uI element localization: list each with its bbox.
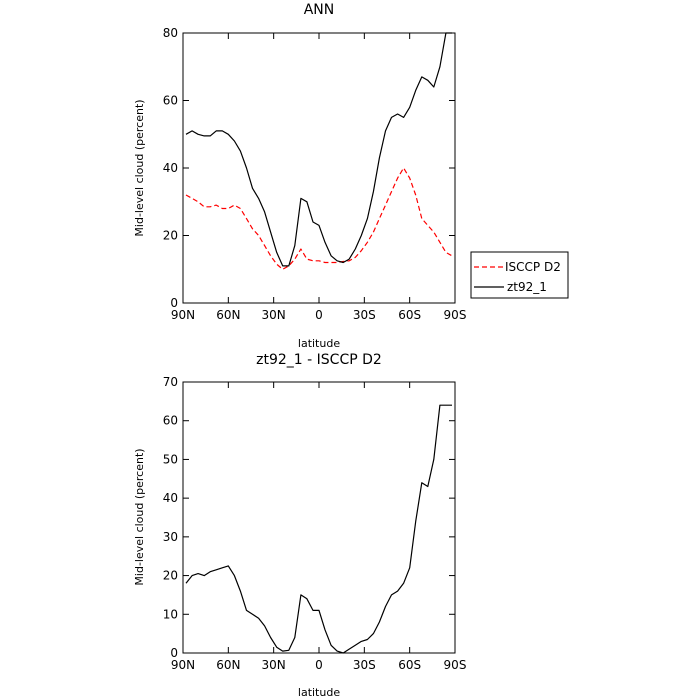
x-tick-label: 90N <box>171 658 195 672</box>
series-line-top-1 <box>185 32 452 267</box>
x-ticks-bottom: 90N 60N 30N 0 30S 60S 90S <box>171 382 467 672</box>
x-tick-label: 90S <box>444 308 467 322</box>
chart-title-bottom: zt92_1 - ISCCP D2 <box>256 352 382 368</box>
panel-top: ANN 0 20 40 60 80 90N 60N 30N 0 30S 60S 90S latitu… <box>133 2 569 350</box>
series-lines-bottom <box>185 404 452 654</box>
x-axis-label-top: latitude <box>298 337 340 350</box>
y-tick-label: 60 <box>163 94 178 108</box>
x-tick-label: 90S <box>444 658 467 672</box>
x-tick-label: 30N <box>262 308 286 322</box>
y-tick-label: 70 <box>163 375 178 389</box>
x-tick-label: 0 <box>315 658 323 672</box>
y-tick-label: 40 <box>163 161 178 175</box>
y-tick-label: 20 <box>163 229 178 243</box>
legend-label-zt92: zt92_1 <box>507 280 547 294</box>
y-tick-label: 20 <box>163 569 178 583</box>
y-ticks-top: 0 20 40 60 80 <box>163 26 455 310</box>
plot-frame-top <box>182 32 456 304</box>
series-lines-top <box>185 32 453 270</box>
legend-box <box>470 251 569 299</box>
panel-bottom: zt92_1 - ISCCP D2 0 10 20 30 40 50 60 70 90N 60N… <box>133 352 466 699</box>
x-tick-label: 30S <box>353 308 376 322</box>
y-ticks-bottom: 0 10 20 30 40 50 60 70 <box>163 375 455 660</box>
x-tick-label: 0 <box>315 308 323 322</box>
x-tick-label: 90N <box>171 308 195 322</box>
y-tick-label: 80 <box>163 26 178 40</box>
chart-title-top: ANN <box>304 2 335 18</box>
x-axis-label-bottom: latitude <box>298 686 340 699</box>
x-tick-label: 30N <box>262 658 286 672</box>
y-tick-label: 10 <box>163 607 178 621</box>
y-tick-label: 60 <box>163 414 178 428</box>
series-line-top-0 <box>185 167 453 270</box>
series-line-bottom-0 <box>185 404 452 654</box>
y-tick-label: 50 <box>163 452 178 466</box>
y-axis-label-bottom: Mid-level cloud (percent) <box>133 448 146 585</box>
y-axis-label-top: Mid-level cloud (percent) <box>133 99 146 236</box>
legend: ISCCP D2 zt92_1 <box>470 251 569 299</box>
x-tick-label: 60N <box>216 308 240 322</box>
x-tick-label: 30S <box>353 658 376 672</box>
x-ticks-top: 90N 60N 30N 0 30S 60S 90S <box>171 33 467 322</box>
x-tick-label: 60S <box>398 308 421 322</box>
y-tick-label: 0 <box>170 646 178 660</box>
legend-label-isccp: ISCCP D2 <box>505 260 561 274</box>
y-tick-label: 40 <box>163 491 178 505</box>
y-tick-label: 30 <box>163 530 178 544</box>
y-tick-label: 0 <box>170 296 178 310</box>
x-tick-label: 60S <box>398 658 421 672</box>
x-tick-label: 60N <box>216 658 240 672</box>
